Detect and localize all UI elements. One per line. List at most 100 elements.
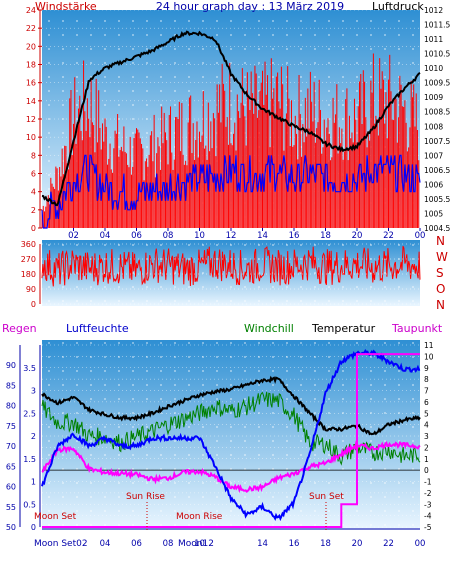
top-series [41, 30, 421, 229]
humidity-tick-label: 80 [6, 402, 16, 411]
rain-line [42, 353, 420, 528]
pressure-tick-label: 1009.5 [424, 79, 450, 88]
temp-tick-label: 4 [424, 421, 429, 430]
humidity-tick-label: 55 [6, 503, 16, 512]
chart-title: 24 hour graph day : 13 März 2019 [156, 0, 344, 13]
direction-tick-label: 270 [21, 255, 36, 264]
temperatur-label: Temperatur [311, 322, 376, 335]
x-tick-label: 12 [226, 231, 237, 241]
temp-tick-label: 10 [424, 352, 434, 361]
x-tick-label: 20 [352, 231, 363, 241]
humidity-tick-label: 60 [6, 483, 16, 492]
direction-tick-label: 90 [26, 285, 36, 294]
x-tick-label: 06 [131, 231, 142, 241]
wind-tick-label: 18 [26, 61, 36, 70]
rain-tick-label: 0 [31, 523, 36, 532]
rain-tick-label: 3.5 [23, 364, 36, 373]
pressure-tick-label: 1005.5 [424, 195, 450, 204]
x-tick-label: 06 [131, 539, 142, 549]
temp-tick-label: -4 [424, 512, 432, 521]
luftfeuchte-label: Luftfeuchte [66, 322, 129, 335]
temp-tick-label: -3 [424, 500, 432, 509]
x-tick-label: 14 [257, 539, 268, 549]
wind-tick-label: 24 [26, 6, 36, 15]
compass-label: S [436, 266, 444, 280]
temp-tick-label: 2 [424, 443, 429, 452]
rain-tick-label: 1.5 [23, 455, 36, 464]
x-tick-label: 22 [383, 231, 394, 241]
humidity-tick-label: 50 [6, 523, 16, 532]
compass-label: N [436, 298, 445, 312]
wind-tick-label: 6 [31, 170, 36, 179]
pressure-tick-label: 1004.5 [424, 224, 450, 233]
direction-series [41, 245, 421, 287]
x-tick-label: 08 [163, 231, 174, 241]
humidity-tick-label: 70 [6, 442, 16, 451]
temp-tick-label: 6 [424, 398, 429, 407]
x-tick-label: 00 [415, 539, 426, 549]
x-tick-label: 10 [194, 539, 205, 549]
bottom-axes: -5-4-3-2-1012345678910115055606570758085… [6, 341, 434, 549]
direction-line [41, 245, 421, 287]
wind-tick-label: 0 [31, 224, 36, 233]
wind-tick-label: 8 [31, 151, 36, 160]
wind-tick-label: 12 [26, 115, 36, 124]
temp-tick-label: -2 [424, 489, 432, 498]
temp-tick-label: 8 [424, 375, 429, 384]
x-tick-label: 18 [320, 539, 331, 549]
x-tick-label: 16 [289, 231, 300, 241]
pressure-tick-label: 1010 [424, 64, 443, 73]
pressure-tick-label: 1007.5 [424, 137, 450, 146]
moon-rise-annotation: Moon Rise [176, 512, 223, 522]
rain-tick-label: 3 [31, 387, 36, 396]
x-tick-label: 00 [415, 231, 426, 241]
temp-tick-label: 0 [424, 466, 429, 475]
taupunkt-label: Taupunkt [391, 322, 443, 335]
pressure-tick-label: 1007 [424, 151, 443, 160]
x-tick-label: 14 [257, 231, 268, 241]
top-axes: 0246810121416182022241004.510051005.5100… [26, 6, 451, 241]
x-tick-label: 04 [100, 539, 111, 549]
humidity-tick-label: 75 [6, 422, 16, 431]
x-tick-label: 16 [289, 539, 300, 549]
pressure-tick-label: 1012 [424, 6, 443, 15]
rain-tick-label: 2.5 [23, 409, 36, 418]
wind-tick-label: 4 [31, 188, 36, 197]
temp-tick-label: 7 [424, 387, 429, 396]
avg-wind-line [41, 154, 421, 229]
pressure-tick-label: 1008 [424, 122, 443, 131]
x-tick-label: 10 [194, 231, 205, 241]
rain-tick-label: 0.5 [23, 500, 36, 509]
temp-tick-label: 9 [424, 364, 429, 373]
temp-tick-label: 11 [424, 341, 434, 350]
pressure-tick-label: 1011 [424, 35, 443, 44]
wind-tick-label: 22 [26, 24, 36, 33]
pressure-tick-label: 1005 [424, 209, 443, 218]
moon-set-annotation: Moon Set [34, 512, 77, 522]
x-tick-label: 02 [68, 231, 79, 241]
pressure-tick-label: 1008.5 [424, 108, 450, 117]
temp-tick-label: 5 [424, 409, 429, 418]
x-tick-label: 22 [383, 539, 394, 549]
wind-tick-label: 14 [26, 97, 36, 106]
rain-tick-label: 1 [31, 478, 36, 487]
moon-set-bottom-label: Moon Set02 [34, 539, 88, 549]
direction-tick-label: 180 [21, 270, 36, 279]
humidity-tick-label: 85 [6, 381, 16, 390]
x-tick-label: 08 [163, 539, 174, 549]
pressure-tick-label: 1006 [424, 180, 443, 189]
temp-tick-label: -1 [424, 478, 432, 487]
direction-tick-label: 0 [31, 300, 36, 309]
direction-tick-label: 360 [21, 240, 36, 249]
pressure-tick-label: 1006.5 [424, 166, 450, 175]
windchill-label: Windchill [244, 322, 294, 335]
compass-label: O [436, 282, 445, 296]
pressure-tick-label: 1009 [424, 93, 443, 102]
temp-tick-label: -5 [424, 523, 432, 532]
humidity-tick-label: 65 [6, 462, 16, 471]
temp-tick-label: 1 [424, 455, 429, 464]
sun-rise-annotation: Sun Rise [126, 492, 165, 502]
wind-tick-label: 20 [26, 42, 36, 51]
